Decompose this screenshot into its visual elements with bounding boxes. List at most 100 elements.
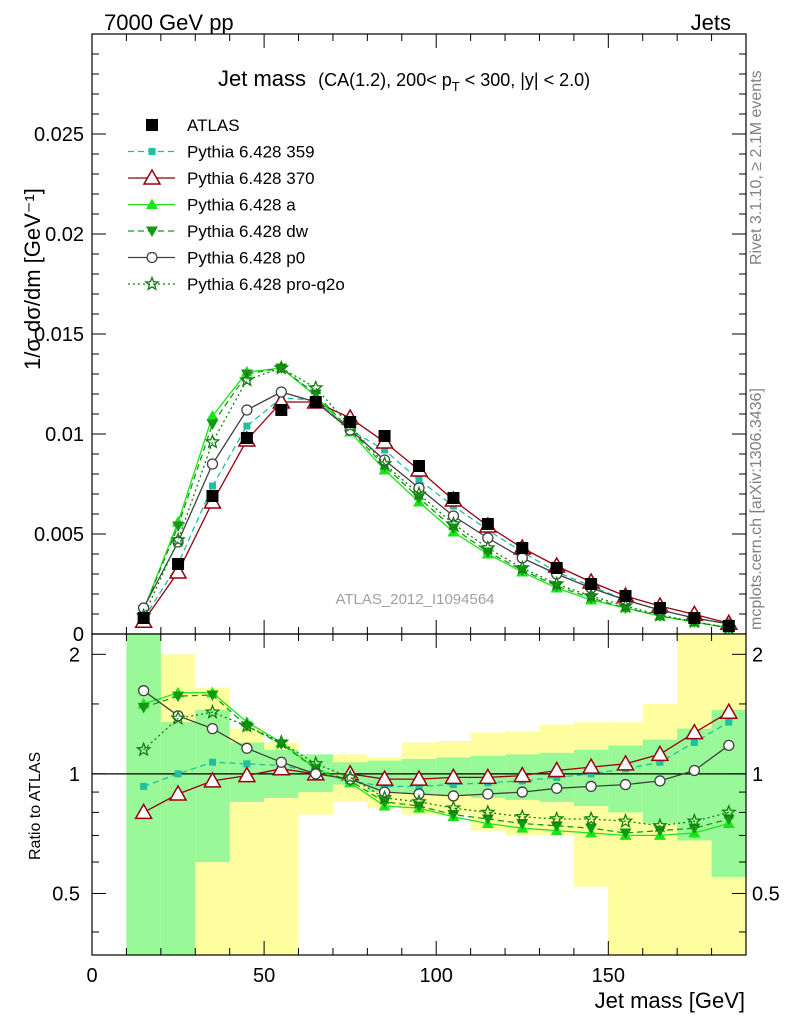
ratio-point-pythia-6-428-370: [444, 767, 463, 785]
observable-label: Jets: [691, 10, 731, 35]
rivet-version-label: Rivet 3.1.10, ≥ 2.1M events: [748, 70, 765, 265]
ratio-series-pythia-6-428-p0: [137, 685, 735, 802]
data-point-pythia-6-428-pro-q2o: [376, 455, 393, 471]
ratio-point-pythia-6-428-p0: [447, 790, 460, 802]
ratio-line-pythia-6-428-dw: [143, 694, 729, 834]
legend-label: ATLAS: [187, 116, 240, 135]
x-tick-label: 100: [420, 965, 453, 987]
ratio-y-axis-label: Ratio to ATLAS: [27, 752, 44, 860]
ratio-series-pythia-6-428-370: [134, 702, 739, 820]
ratio-point-pythia-6-428-dw: [619, 828, 632, 839]
ratio-point-pythia-6-428-p0: [137, 685, 150, 697]
legend-entry-pythia-6-428-370: Pythia 6.428 370: [128, 168, 315, 188]
ratio-point-pythia-6-428-pro-q2o: [342, 769, 359, 785]
data-point-pythia-6-428-pro-q2o: [480, 539, 496, 555]
data-point-pythia-6-428-359: [415, 476, 423, 484]
data-point-pythia-6-428-dw: [172, 521, 185, 532]
data-point-pythia-6-428-p0: [275, 386, 287, 398]
y-tick-label: 0: [73, 624, 84, 646]
ratio-point-pythia-6-428-pro-q2o: [583, 810, 600, 826]
ratio-point-pythia-6-428-dw: [172, 691, 185, 703]
ratio-point-pythia-6-428-370: [168, 784, 188, 801]
ratio-point-pythia-6-428-pro-q2o: [686, 812, 703, 828]
ratio-panel: 0.5 0.5 1 1 2 2 0 50 100 150: [52, 633, 780, 987]
inner-uncertainty-band: [711, 709, 746, 878]
ratio-point-pythia-6-428-359: [587, 770, 595, 778]
legend-entry-pythia-6-428-359: Pythia 6.428 359: [128, 143, 315, 162]
ratio-point-pythia-6-428-p0: [241, 742, 253, 754]
data-point-pythia-6-428-p0: [241, 404, 253, 416]
ratio-panel-frame: [91, 633, 747, 956]
ratio-point-pythia-6-428-370: [616, 754, 635, 771]
ratio-point-pythia-6-428-pro-q2o: [239, 717, 255, 733]
ratio-line-pythia-6-428-pro-q2o: [143, 711, 729, 827]
series-line-pythia-6-428-p0: [143, 391, 729, 625]
legend-label: Pythia 6.428 dw: [187, 222, 309, 241]
ratio-point-pythia-6-428-370: [581, 757, 601, 774]
data-point-pythia-6-428-pro-q2o: [204, 433, 221, 449]
main-y-axis-label: 1/σ dσ/dm [GeV⁻¹]: [20, 188, 45, 370]
plot-title-main: Jet mass: [218, 66, 306, 91]
plot-title: Jet mass (CA(1.2), 200< pT < 300, |y| < …: [218, 66, 590, 94]
y-tick-label: 0.005: [34, 524, 84, 546]
legend-marker: [146, 119, 158, 131]
ratio-line-pythia-6-428-p0: [143, 690, 730, 797]
plot-title-sub: (CA(1.2), 200< p: [318, 70, 452, 90]
data-point-atlas: [172, 558, 185, 570]
ratio-point-pythia-6-428-370: [512, 766, 532, 783]
ratio-point-pythia-6-428-pro-q2o: [720, 804, 737, 820]
ratio-point-pythia-6-428-370: [203, 771, 222, 788]
ratio-point-pythia-6-428-359: [381, 782, 389, 790]
data-point-pythia-6-428-pro-q2o: [548, 575, 565, 591]
data-point-pythia-6-428-pro-q2o: [239, 371, 255, 387]
ratio-point-pythia-6-428-p0: [723, 739, 735, 751]
ratio-point-pythia-6-428-dw: [137, 702, 150, 714]
legend-entry-pythia-6-428-p0: Pythia 6.428 p0: [128, 249, 305, 268]
data-point-pythia-6-428-pro-q2o: [583, 587, 599, 603]
legend-entry-pythia-6-428-a: Pythia 6.428 a: [128, 196, 296, 215]
x-tick-label: 150: [592, 965, 625, 987]
ratio-point-pythia-6-428-359: [690, 738, 698, 746]
ratio-point-pythia-6-428-p0: [585, 780, 597, 793]
inner-uncertainty-band: [126, 634, 161, 955]
data-point-pythia-6-428-dw: [206, 419, 219, 430]
data-point-pythia-6-428-pro-q2o: [514, 559, 531, 575]
ratio-point-pythia-6-428-pro-q2o: [652, 817, 668, 833]
ratio-point-pythia-6-428-359: [725, 718, 733, 726]
ratio-point-pythia-6-428-p0: [275, 756, 287, 768]
ratio-point-pythia-6-428-dw: [206, 690, 219, 701]
series-line-pythia-6-428-dw: [142, 367, 729, 629]
inner-uncertainty-band: [160, 722, 196, 955]
ratio-point-pythia-6-428-pro-q2o: [617, 812, 634, 828]
ratio-point-pythia-6-428-370: [134, 802, 153, 820]
ratio-y-tick-label-right: 1: [752, 764, 763, 786]
data-point-atlas: [206, 490, 219, 502]
data-point-atlas: [344, 416, 357, 428]
ratio-point-pythia-6-428-pro-q2o: [307, 755, 324, 771]
data-point-pythia-6-428-a: [206, 410, 219, 421]
beam-label: 7000 GeV pp: [104, 10, 234, 35]
ratio-point-pythia-6-428-p0: [688, 764, 701, 777]
data-point-pythia-6-428-pro-q2o: [617, 597, 634, 613]
data-point-pythia-6-428-359: [381, 446, 389, 454]
ratio-point-pythia-6-428-pro-q2o: [376, 789, 393, 805]
ratio-point-pythia-6-428-pro-q2o: [273, 734, 290, 750]
ratio-point-pythia-6-428-p0: [619, 778, 632, 791]
series-line-pythia-6-428-a: [142, 367, 729, 629]
data-point-atlas: [481, 518, 494, 530]
mcplots-label: mcplots.cern.ch [arXiv:1306.3436]: [748, 388, 765, 630]
ratio-point-pythia-6-428-pro-q2o: [135, 741, 152, 757]
legend-label: Pythia 6.428 370: [187, 169, 315, 188]
data-point-pythia-6-428-pro-q2o: [307, 379, 324, 395]
legend-marker: [146, 226, 158, 237]
legend-label: Pythia 6.428 p0: [187, 249, 305, 268]
legend: ATLAS Pythia 6.428 359 Pythia 6.428 370 Pyt…: [128, 116, 345, 294]
legend-entry-pythia-6-428-pro-q2o: Pythia 6.428 pro-q2o: [128, 275, 345, 294]
ratio-y-tick-label: 2: [69, 644, 80, 666]
data-point-atlas: [585, 578, 598, 590]
data-point-atlas: [550, 562, 563, 574]
ratio-point-pythia-6-428-pro-q2o: [204, 703, 221, 719]
ratio-y-tick-label: 1: [69, 764, 80, 786]
data-point-atlas: [516, 542, 529, 554]
ratio-point-pythia-6-428-359: [208, 758, 216, 766]
